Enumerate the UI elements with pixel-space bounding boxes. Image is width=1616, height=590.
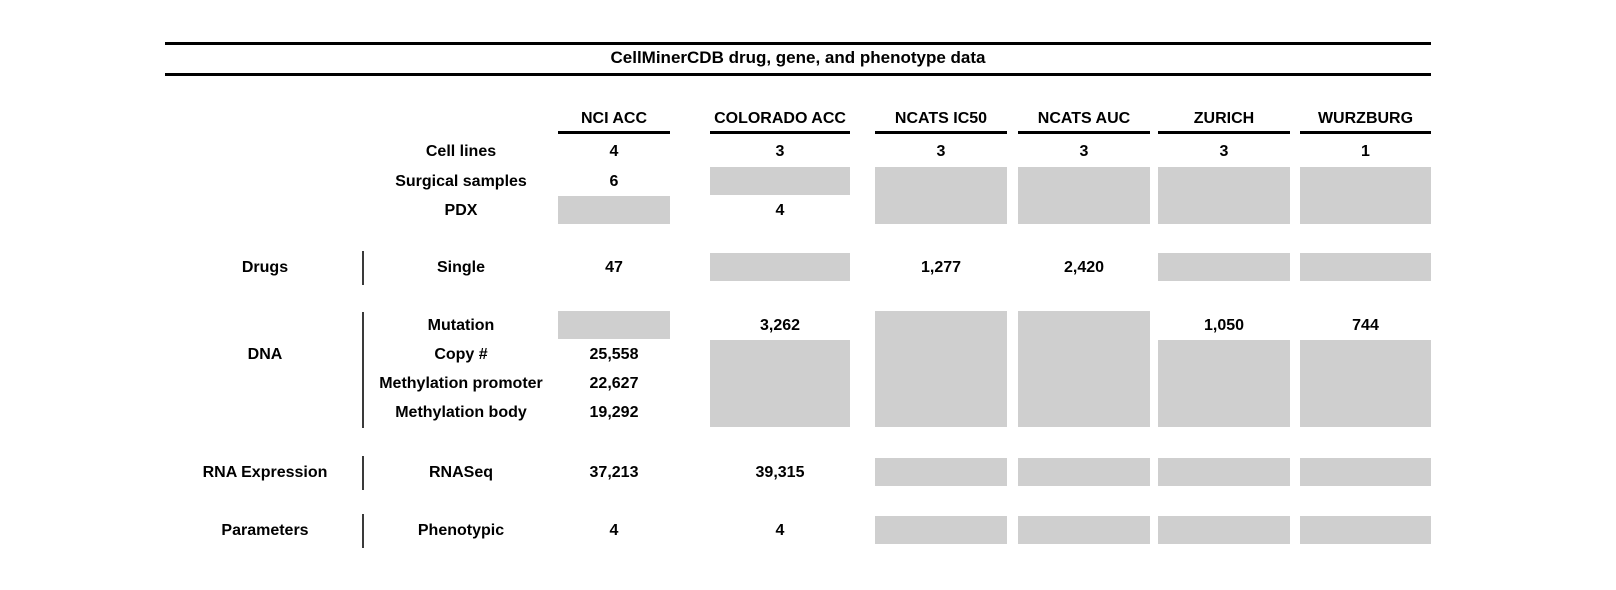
row-label-phenotypic: Phenotypic xyxy=(417,522,505,539)
header-rule xyxy=(1300,131,1431,134)
category-divider-parameters xyxy=(362,514,364,548)
value-cell: 37,213 xyxy=(589,464,639,481)
row-label-pdx: PDX xyxy=(444,202,478,219)
value-cell: 3 xyxy=(1079,143,1089,160)
value-cell: 39,315 xyxy=(755,464,805,481)
row-label-methylation-body: Methylation body xyxy=(395,404,527,421)
value-cell: 4 xyxy=(775,522,785,539)
column-header-ncats-ic50: NCATS IC50 xyxy=(894,110,988,127)
missing-data-box xyxy=(558,311,670,339)
row-label-single: Single xyxy=(436,259,485,276)
missing-data-box xyxy=(1300,167,1431,224)
missing-data-box xyxy=(875,516,1007,544)
row-label-surgical-samples: Surgical samples xyxy=(395,173,527,190)
value-cell: 3 xyxy=(1219,143,1229,160)
missing-data-box xyxy=(710,167,850,195)
value-cell: 1,277 xyxy=(920,259,962,276)
row-label-mutation: Mutation xyxy=(427,317,495,334)
value-cell: 3,262 xyxy=(759,317,801,334)
missing-data-box xyxy=(1158,516,1290,544)
value-cell: 4 xyxy=(775,202,785,219)
category-label-parameters: Parameters xyxy=(221,522,309,539)
missing-data-box xyxy=(875,458,1007,486)
value-cell: 19,292 xyxy=(589,404,639,421)
value-cell: 2,420 xyxy=(1063,259,1105,276)
row-label-rnaseq: RNASeq xyxy=(428,464,493,481)
value-cell: 47 xyxy=(605,259,623,276)
value-cell: 1 xyxy=(1361,143,1370,160)
value-cell: 3 xyxy=(775,143,785,160)
missing-data-box xyxy=(1018,458,1150,486)
column-header-colorado-acc: COLORADO ACC xyxy=(714,110,846,127)
missing-data-box xyxy=(1158,340,1290,427)
missing-data-box xyxy=(1018,311,1150,427)
top-rule xyxy=(165,42,1431,45)
header-rule xyxy=(558,131,670,134)
value-cell: 6 xyxy=(609,173,619,190)
category-label-rna-expression: RNA Expression xyxy=(202,464,328,481)
missing-data-box xyxy=(1300,340,1431,427)
missing-data-box xyxy=(875,167,1007,224)
column-header-wurzburg: WURZBURG xyxy=(1317,110,1414,127)
missing-data-box xyxy=(1158,458,1290,486)
row-label-copy-number: Copy # xyxy=(434,346,488,363)
header-rule xyxy=(710,131,850,134)
missing-data-box xyxy=(710,340,850,427)
missing-data-box xyxy=(1158,167,1290,224)
value-cell: 25,558 xyxy=(589,346,639,363)
missing-data-box xyxy=(558,196,670,224)
value-cell: 4 xyxy=(609,522,619,539)
value-cell: 3 xyxy=(936,143,946,160)
category-label-dna: DNA xyxy=(247,346,283,363)
missing-data-box xyxy=(1018,516,1150,544)
missing-data-box xyxy=(875,311,1007,427)
header-rule xyxy=(875,131,1007,134)
column-header-nci-acc: NCI ACC xyxy=(580,110,648,127)
value-cell: 4 xyxy=(609,143,619,160)
category-divider-drugs xyxy=(362,251,364,285)
title-underline-rule xyxy=(165,73,1431,76)
missing-data-box xyxy=(710,253,850,281)
header-rule xyxy=(1158,131,1290,134)
figure-title: CellMinerCDB drug, gene, and phenotype d… xyxy=(610,48,986,67)
column-header-zurich: ZURICH xyxy=(1193,110,1255,127)
missing-data-box xyxy=(1158,253,1290,281)
value-cell: 22,627 xyxy=(589,375,639,392)
row-label-methylation-promoter: Methylation promoter xyxy=(379,375,543,392)
value-cell: 1,050 xyxy=(1203,317,1245,334)
missing-data-box xyxy=(1300,253,1431,281)
category-divider-rna-expression xyxy=(362,456,364,490)
missing-data-box xyxy=(1300,458,1431,486)
category-label-drugs: Drugs xyxy=(241,259,289,276)
missing-data-box xyxy=(1018,167,1150,224)
row-label-cell-lines: Cell lines xyxy=(425,143,497,160)
value-cell: 744 xyxy=(1352,317,1379,334)
missing-data-box xyxy=(1300,516,1431,544)
category-divider-dna xyxy=(362,312,364,428)
header-rule xyxy=(1018,131,1150,134)
column-header-ncats-auc: NCATS AUC xyxy=(1037,110,1131,127)
